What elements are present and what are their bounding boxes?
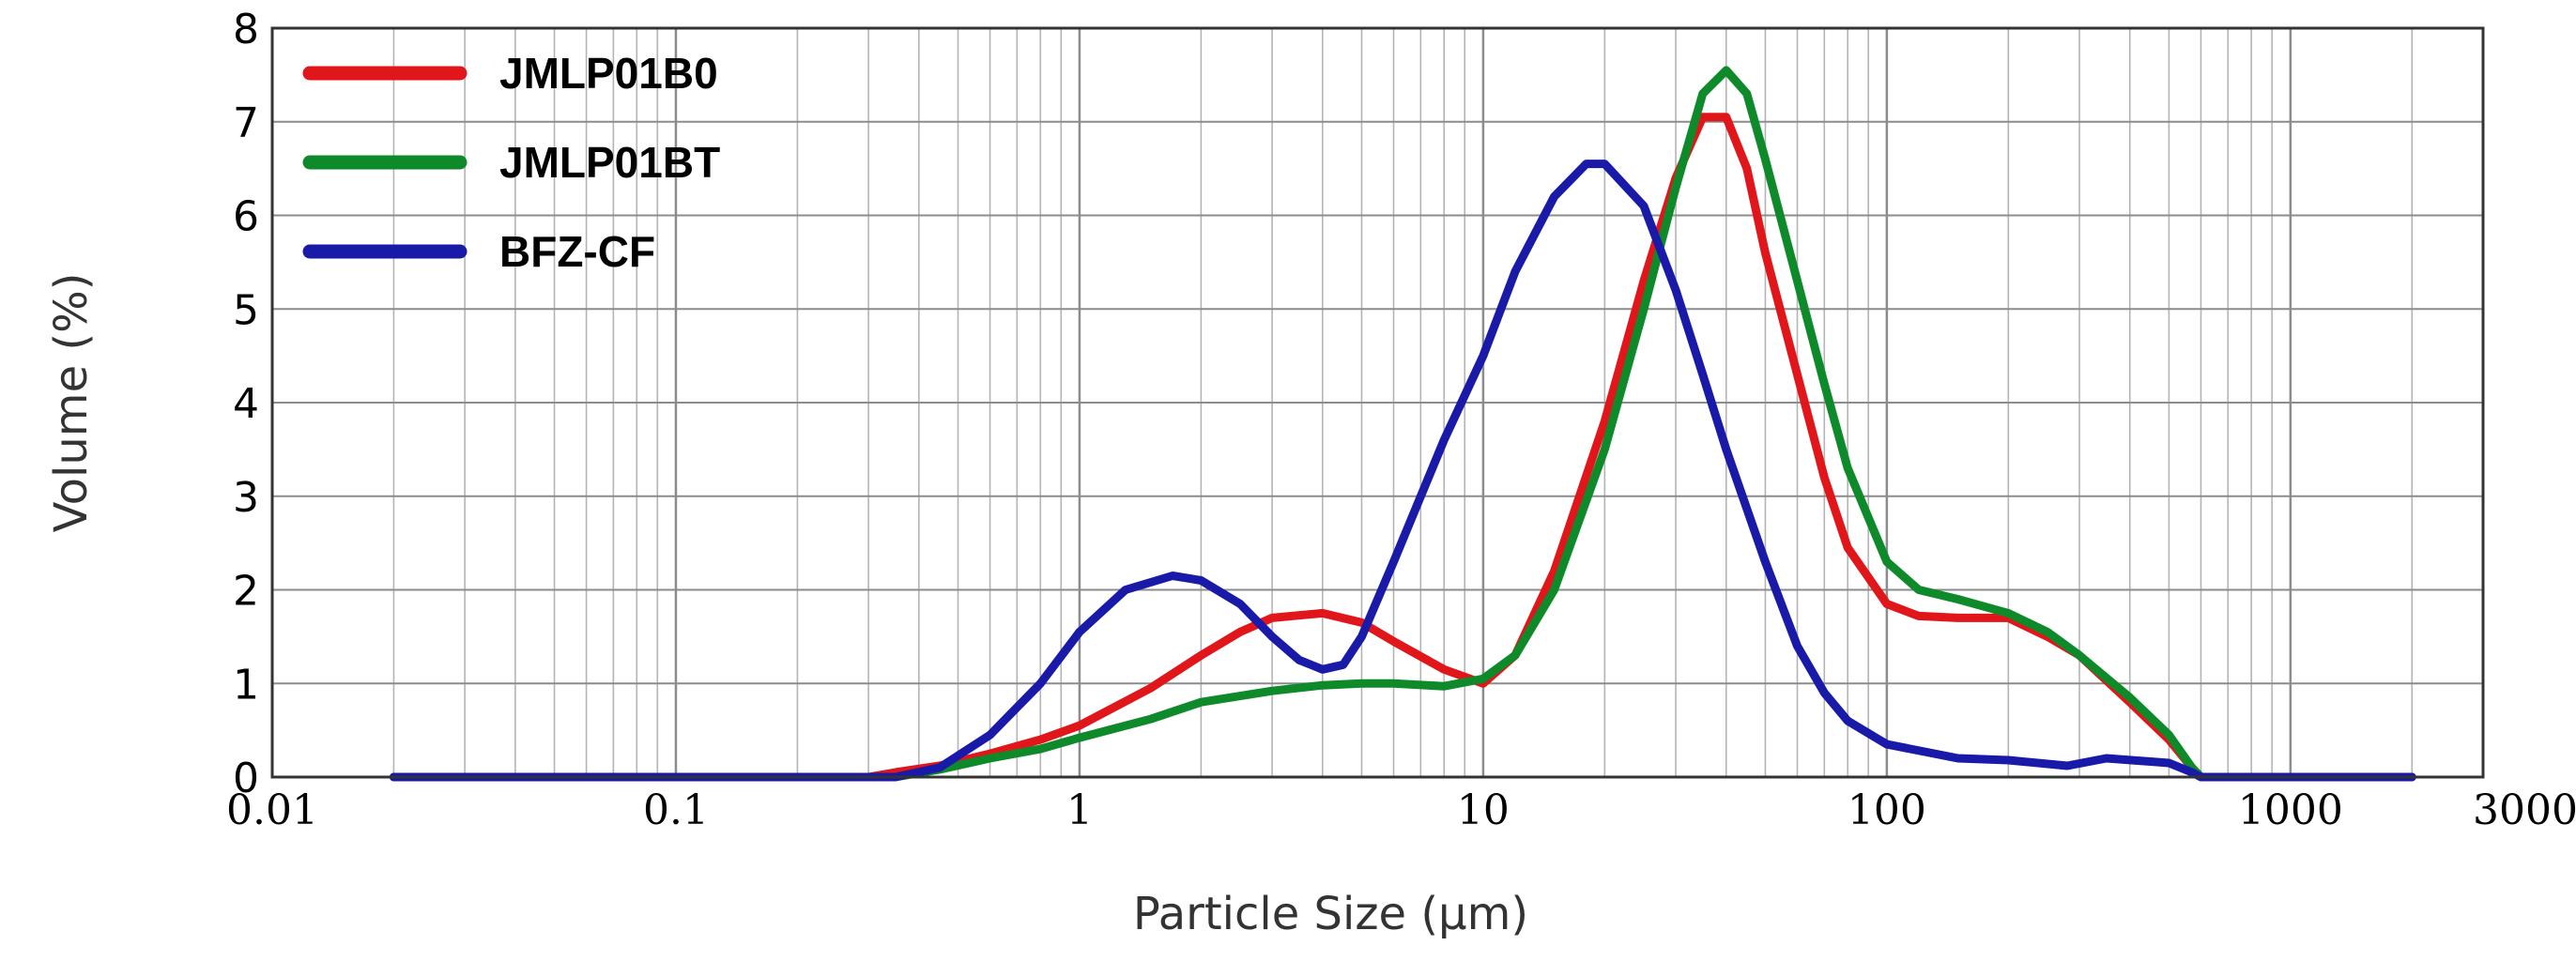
y-tick-label: 0 — [233, 755, 259, 802]
y-tick-label: 2 — [233, 568, 259, 616]
y-tick-label: 6 — [233, 193, 259, 241]
x-tick-label: 1 — [1066, 786, 1093, 834]
x-tick-label: 100 — [1848, 786, 1926, 834]
series-layer — [389, 66, 2416, 782]
y-axis-title: Volume (%) — [45, 273, 98, 533]
x-tick-label: 3000 — [2473, 786, 2576, 834]
x-axis-ticks: 0.01 0.1 1 10 100 1000 3000 — [226, 786, 2576, 834]
y-tick-label: 5 — [233, 286, 259, 334]
y-tick-label: 3 — [233, 474, 259, 522]
y-axis-ticks: 0 1 2 3 4 5 6 7 8 — [233, 6, 259, 802]
series-line-2 — [389, 66, 2416, 782]
x-tick-label: 0.01 — [226, 786, 318, 834]
x-tick-label: 10 — [1457, 786, 1510, 834]
series-line-1 — [389, 113, 2416, 782]
y-tick-label: 1 — [233, 661, 259, 709]
y-tick-label: 4 — [233, 380, 259, 428]
y-tick-label: 7 — [233, 99, 259, 147]
legend: JMLP01B0 JMLP01BT BFZ-CF — [302, 49, 720, 276]
plot-frame — [270, 26, 2485, 779]
legend-label: JMLP01BT — [499, 138, 720, 187]
legend-label: BFZ-CF — [499, 227, 655, 276]
x-tick-label: 1000 — [2238, 786, 2343, 834]
legend-label: JMLP01B0 — [499, 49, 718, 98]
y-tick-label: 8 — [233, 6, 259, 53]
series-line-3 — [389, 160, 2416, 782]
x-tick-label: 0.1 — [643, 786, 709, 834]
x-axis-title: Particle Size (μm) — [1133, 888, 1528, 940]
